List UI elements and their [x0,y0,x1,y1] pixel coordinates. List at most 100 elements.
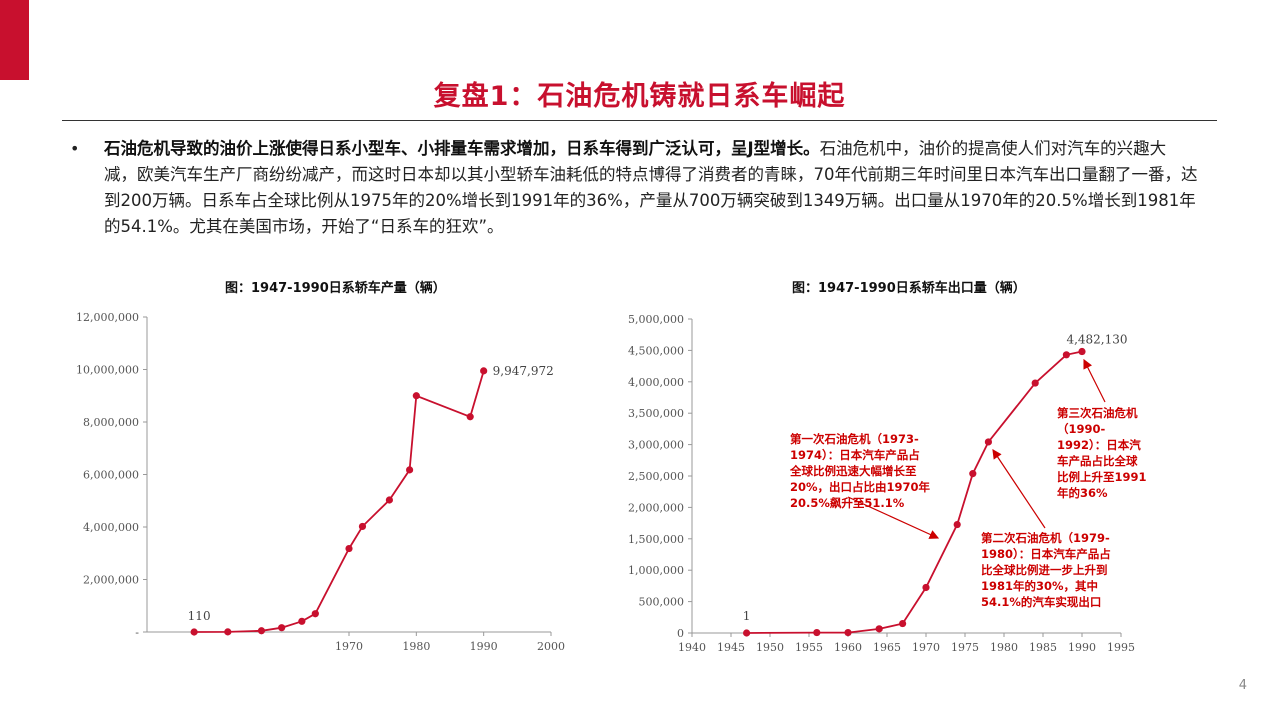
data-point [1031,379,1039,387]
data-point [278,624,286,632]
y-tick-label: 2,000,000 [628,501,684,514]
data-point [480,367,488,375]
x-tick-label: 1945 [717,641,745,654]
x-tick-label: 2000 [537,640,565,653]
data-point [969,470,977,478]
data-point [190,628,198,636]
data-point [984,438,993,446]
y-tick-label: 2,000,000 [83,574,139,587]
data-label: 4,482,130 [1066,333,1127,347]
annotation-line: 54.1%的汽车实现出口 [981,595,1102,609]
x-tick-label: 1985 [1029,641,1057,654]
annotation-line: 1980）：日本汽车产品占 [981,547,1111,561]
y-tick-label: 1,500,000 [628,533,684,546]
corner-accent-bar [0,0,29,80]
annotation-line: 1992）：日本汽 [1057,438,1141,452]
data-point [953,520,961,529]
x-tick-label: 1970 [912,641,940,654]
y-tick-label: 2,500,000 [628,470,684,483]
summary-bold: 石油危机导致的油价上涨使得日系小型车、小排量车需求增加，日系车得到广泛认可，呈J… [104,139,820,158]
annotation-line: 全球比例迅速大幅增长至 [790,464,917,478]
data-point [1078,347,1086,356]
annotation-line: 20.5%飙升至51.1% [790,496,905,510]
annotation-line: （1990- [1057,422,1106,436]
y-tick-label: 3,500,000 [628,407,684,420]
y-tick-label: 8,000,000 [83,416,139,429]
x-tick-label: 1955 [795,641,823,654]
y-tick-label: 5,000,000 [628,313,684,326]
x-tick-label: 1990 [1068,641,1096,654]
bullet-marker: • [70,139,80,158]
annotation-line: 第一次石油危机（1973- [790,432,919,446]
arrow-second-crisis [992,449,1046,529]
arrow-first-crisis [847,496,940,539]
data-label: 1 [743,609,751,623]
annotation-line: 第二次石油危机（1979- [981,531,1110,545]
export-chart: 0 500,000 1,000,000 1,500,000 2,000,000 2,500… [628,313,1135,654]
series-line [746,350,1083,634]
y-tick-label: 0 [677,627,684,640]
annotation-line: 年的36% [1057,486,1108,500]
annotation-arrows [847,358,1106,539]
x-tick-label: 1990 [470,640,498,653]
x-tick-label: 1970 [335,640,363,653]
y-tick-label: 3,000,000 [628,439,684,452]
data-point [224,628,232,636]
data-point [922,583,930,592]
x-tick-label: 1980 [402,640,430,653]
data-point [311,610,319,618]
annotation-third-crisis: 第三次石油危机 （1990- 1992）：日本汽 车产品占比全球 比例上升至19… [1057,405,1147,501]
slide-title: 复盘1：石油危机铸就日系车崛起 [433,81,846,112]
x-tick-label: 1965 [873,641,901,654]
x-tick-label: 1980 [990,641,1018,654]
annotation-first-crisis: 第一次石油危机（1973- 1974）：日本汽车产品占 全球比例迅速大幅增长至 … [790,431,930,511]
y-tick-label: 1,000,000 [628,564,684,577]
annotation-line: 20%，出口占比由1970年 [790,480,931,494]
x-tick-label: 1950 [756,641,784,654]
data-point [406,466,414,474]
data-point [257,627,266,635]
x-tick-label: 1960 [834,641,862,654]
annotation-line: 1981年的30%，其中 [981,579,1099,593]
data-label: 9,947,972 [493,364,554,378]
summary-paragraph: 石油危机导致的油价上涨使得日系小型车、小排量车需求增加，日系车得到广泛认可，呈J… [104,136,1199,240]
data-point [844,628,852,637]
data-point [899,619,907,628]
data-point [358,522,367,531]
data-point [1062,351,1070,359]
data-point [412,392,420,400]
x-tick-label: 1940 [678,641,706,654]
arrow-third-crisis [1083,358,1106,403]
y-tick-label: 10,000,000 [76,364,139,377]
x-tick-label: 1995 [1107,641,1135,654]
y-tick-label: 4,000,000 [83,521,139,534]
data-label: 110 [188,609,211,623]
data-point [345,544,353,553]
annotation-line: 比例上升至1991 [1057,470,1147,484]
annotation-line: 1974）：日本汽车产品占 [790,448,920,462]
data-point [743,629,751,637]
data-point [385,496,393,504]
annotation-line: 比全球比例进一步上升到 [981,563,1108,577]
y-tick-label: 6,000,000 [83,469,139,482]
x-tick-label: 1975 [951,641,979,654]
title-divider [62,120,1217,121]
data-point [298,617,306,625]
annotation-line: 车产品占比全球 [1057,454,1138,468]
page-number: 4 [1238,678,1247,693]
annotation-line: 第三次石油危机 [1057,406,1138,420]
y-tick-label: 4,000,000 [628,376,684,389]
y-tick-label: 500,000 [639,596,685,609]
data-point [466,413,474,421]
chart2-title: 图：1947-1990日系轿车出口量（辆） [792,281,1026,296]
data-point [813,628,821,637]
production-chart: - 2,000,000 4,000,000 6,000,000 8,000,000 10,… [76,311,565,653]
annotation-second-crisis: 第二次石油危机（1979- 1980）：日本汽车产品占 比全球比例进一步上升到 … [981,530,1111,610]
y-tick-label: 12,000,000 [76,311,139,324]
summary-body: 石油危机中，油价的提高使人们对汽车的兴趣大减，欧美汽车生产厂商纷纷减产，而这时日… [104,139,1198,236]
data-point [875,625,883,633]
y-tick-label: 4,500,000 [628,344,684,357]
y-tick-label: - [135,626,139,639]
chart1-title: 图：1947-1990日系轿车产量（辆） [225,281,446,296]
